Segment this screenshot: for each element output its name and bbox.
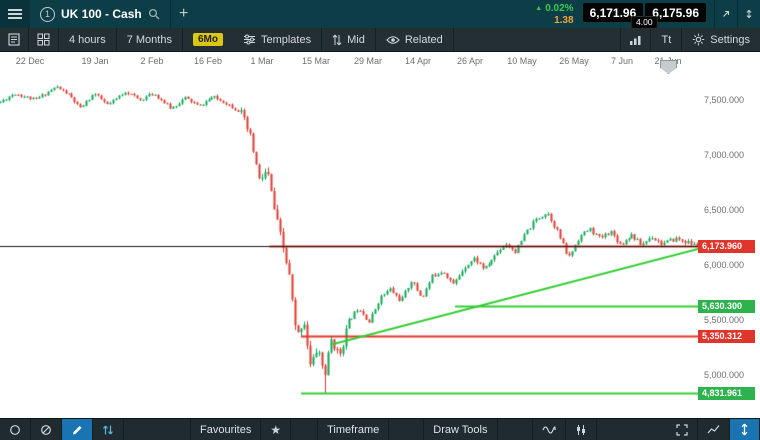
y-axis-label: 6,000.000 — [704, 259, 745, 270]
star-icon: ★ — [270, 422, 282, 437]
instrument-tab[interactable]: 1 UK 100 - Cash — [30, 0, 171, 28]
x-axis-label: 22 Dec — [15, 56, 45, 66]
price-change-block: ▲ 0.02% 1.38 — [535, 0, 573, 28]
toolbar-right-group: Tt Settings — [620, 28, 760, 51]
fullscreen-icon — [676, 423, 688, 436]
bottom-right-group — [667, 419, 760, 440]
range-handle[interactable] — [660, 60, 677, 74]
resize-button[interactable] — [737, 0, 760, 28]
buy-price-button[interactable]: 6,175.96 — [645, 3, 706, 22]
autoscale-button[interactable] — [730, 419, 760, 440]
gear-icon — [693, 33, 705, 46]
top-bar: 1 UK 100 - Cash + ▲ 0.02% 1.38 6,171.96 … — [0, 0, 760, 29]
y-axis-label: 5,500.000 — [704, 314, 745, 325]
layout-grid-button[interactable] — [29, 28, 59, 51]
no-drawings-icon — [41, 424, 51, 435]
pattern-tool-button[interactable] — [566, 419, 597, 440]
x-axis-label: 7 Jun — [610, 56, 634, 66]
header-spacer — [197, 0, 536, 28]
text-tool-button[interactable]: Tt — [650, 28, 681, 51]
sliders-icon — [243, 34, 255, 45]
x-axis-label: 26 Apr — [456, 56, 484, 66]
x-axis-label: 16 Feb — [193, 56, 223, 66]
y-axis-label: 5,000.000 — [704, 369, 745, 380]
favourite-star-button[interactable]: ★ — [261, 419, 292, 440]
y-axis-label: 7,500.000 — [704, 94, 745, 105]
instrument-number-badge: 1 — [40, 6, 55, 22]
candlestick-chart[interactable] — [0, 52, 700, 418]
settings-button[interactable]: Settings — [681, 28, 760, 51]
chart-style-button[interactable] — [698, 419, 730, 440]
layout-list-button[interactable] — [0, 28, 29, 51]
price-type-dropdown[interactable]: Mid — [322, 28, 376, 51]
hamburger-icon — [8, 9, 22, 11]
price-level-tag[interactable]: 6,173.960 — [698, 239, 755, 253]
mid-price-icon — [332, 34, 342, 45]
grid-icon — [37, 33, 50, 46]
related-markets-button[interactable]: Related — [376, 28, 454, 51]
x-axis-label: 29 Mar — [353, 56, 383, 66]
candles-icon — [576, 424, 585, 435]
x-axis-label: 10 May — [507, 56, 537, 66]
line-chart-icon — [707, 425, 720, 434]
interval-dropdown[interactable]: 4 hours — [59, 28, 117, 51]
templates-button[interactable]: Templates — [233, 28, 323, 51]
x-axis-label: 14 Apr — [404, 56, 432, 66]
curve-tool-button[interactable] — [531, 419, 566, 440]
hamburger-menu-button[interactable] — [0, 0, 30, 28]
notepad-icon — [8, 33, 20, 46]
change-value: 1.38 — [554, 14, 574, 26]
clear-drawings-button[interactable] — [31, 419, 62, 440]
spread-value: 4.00 — [631, 16, 658, 29]
resize-vertical-icon — [746, 9, 752, 19]
pencil-tool-button[interactable] — [62, 419, 93, 440]
draw-tools-button[interactable]: Draw Tools — [423, 419, 498, 440]
sell-price-button[interactable]: 6,171.96 — [582, 3, 644, 22]
search-icon[interactable] — [148, 8, 160, 20]
y-axis-label: 7,000.000 — [704, 149, 745, 160]
vertical-scale-icon — [741, 423, 748, 436]
popout-icon — [723, 10, 730, 17]
wave-icon — [541, 425, 556, 434]
add-tab-button[interactable]: + — [171, 0, 197, 28]
price-level-tag[interactable]: 5,350.312 — [698, 330, 755, 344]
timeframe-button[interactable]: Timeframe — [317, 419, 390, 440]
up-triangle-icon: ▲ — [535, 4, 543, 12]
deal-prices: 6,171.96 6,175.96 4.00 — [582, 0, 706, 29]
eye-icon — [386, 35, 400, 44]
ellipse-tool-button[interactable] — [0, 419, 31, 440]
x-axis-label: 19 Jan — [81, 56, 109, 66]
price-level-tag[interactable]: 5,630.300 — [698, 299, 755, 313]
period-dropdown[interactable]: 7 Months — [117, 28, 183, 51]
favourites-button[interactable]: Favourites — [190, 419, 262, 440]
x-axis-label: 15 Mar — [301, 56, 331, 66]
fullscreen-button[interactable] — [667, 419, 698, 440]
pan-arrows-icon — [103, 425, 113, 434]
range-badge[interactable]: 6Mo — [192, 33, 223, 46]
chart-area: 22 Dec 19 Jan 2 Feb 16 Feb 1 Mar 15 Mar 29 Mar… — [0, 52, 760, 418]
drawing-toolbar: Favourites ★ Timeframe Draw Tools — [0, 418, 760, 440]
circle-tool-icon — [10, 424, 20, 435]
popout-button[interactable] — [714, 0, 737, 28]
x-axis-label: 26 May — [559, 56, 589, 66]
x-axis-label: 1 Mar — [250, 56, 274, 66]
x-axis-label: 2 Feb — [140, 56, 164, 66]
instrument-title: UK 100 - Cash — [61, 7, 142, 21]
indicators-button[interactable] — [620, 28, 650, 51]
change-percent: ▲ 0.02% — [535, 2, 574, 14]
pencil-icon — [73, 425, 82, 434]
indicators-icon — [630, 35, 641, 45]
pan-tool-button[interactable] — [93, 419, 124, 440]
price-level-tag[interactable]: 4,831.961 — [698, 387, 755, 401]
y-axis-label: 6,500.000 — [704, 204, 745, 215]
chart-toolbar: 4 hours 7 Months 6Mo Templates Mid Relat… — [0, 28, 760, 52]
